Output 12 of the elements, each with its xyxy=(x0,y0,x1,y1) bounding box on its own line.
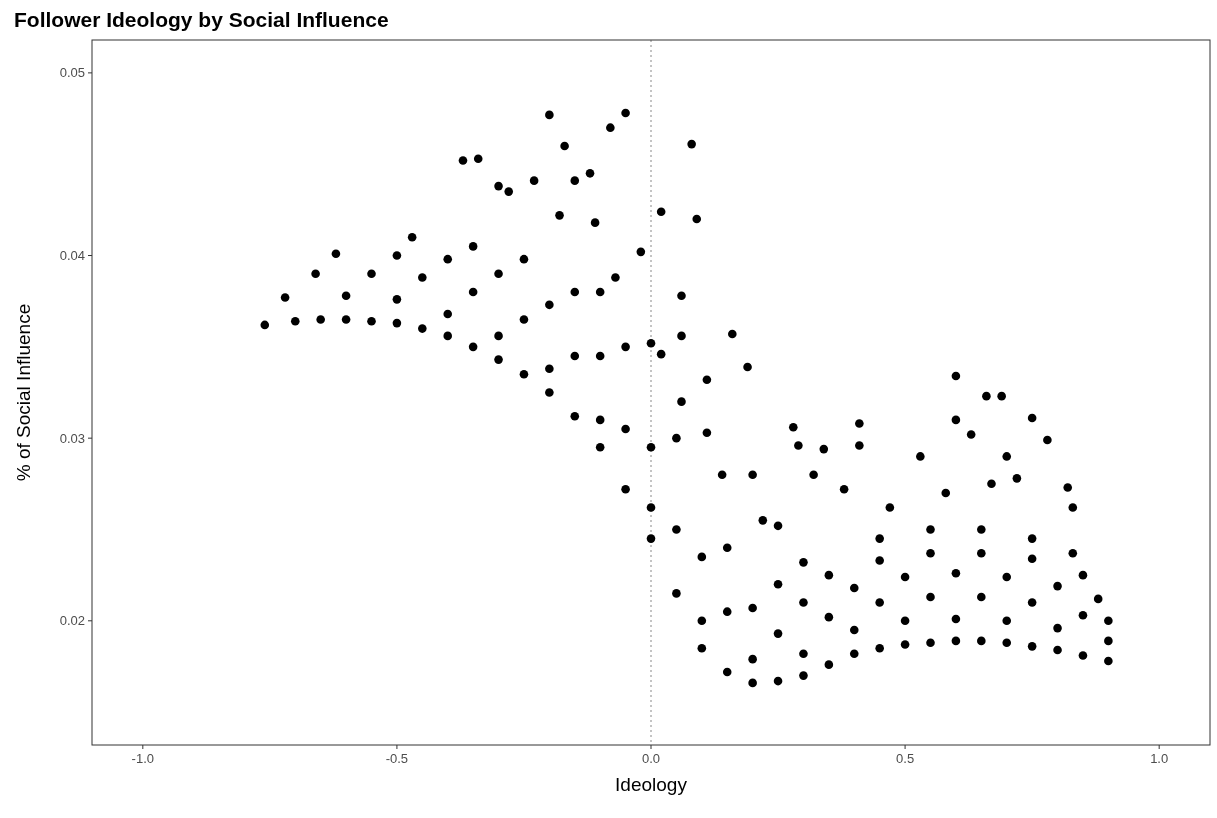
x-tick-label: -0.5 xyxy=(385,751,409,766)
chart-title: Follower Ideology by Social Influence xyxy=(14,8,389,31)
x-axis-title: Ideology xyxy=(615,774,688,795)
x-tick-label: 0.0 xyxy=(641,751,661,766)
y-tick-label: 0.05 xyxy=(59,65,85,81)
y-tick-label: 0.02 xyxy=(59,613,85,629)
x-tick-label: 1.0 xyxy=(1150,751,1169,766)
x-tick-label: -1.0 xyxy=(131,751,155,766)
y-tick-label: 0.04 xyxy=(59,248,85,264)
y-tick-label: 0.03 xyxy=(59,430,85,446)
y-axis-title: % of Social Influence xyxy=(13,303,34,482)
x-tick-label: 0.5 xyxy=(896,751,915,766)
